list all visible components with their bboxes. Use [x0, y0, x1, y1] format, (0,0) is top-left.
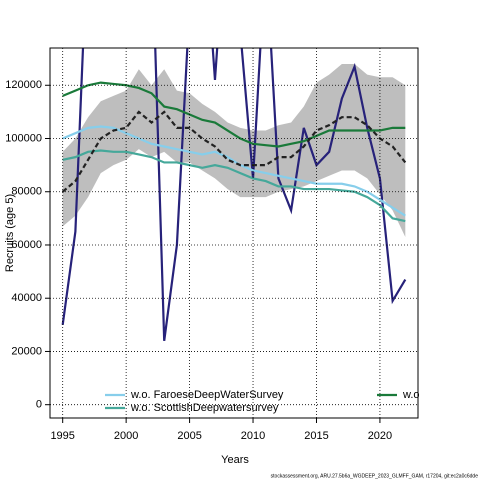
x-tick-label: 1995 [50, 430, 74, 442]
plot-area [61, 48, 407, 341]
x-axis-label: Years [221, 454, 249, 466]
series-line [61, 110, 407, 193]
series-line [61, 48, 407, 341]
footer: stockassessment.org, ARU.27.5b6a_WGDEEP_… [271, 473, 479, 479]
y-tick-label: 0 [36, 399, 42, 411]
confidence-band [62, 63, 406, 237]
series-line [62, 125, 406, 217]
y-tick-label: 40000 [11, 292, 42, 304]
series-line [62, 149, 406, 223]
legend-label: w.o. FaroeseDeepWaterSurvey [130, 389, 284, 401]
x-tick-label: 2010 [241, 430, 265, 442]
y-tick-label: 60000 [11, 239, 42, 251]
legend-label: w.o. ScottishDeepwatersurvey [130, 402, 279, 414]
y-tick-label: 20000 [11, 345, 42, 357]
plot-frame [49, 47, 419, 419]
y-axis-label: Recruits (age 5) [4, 194, 16, 272]
legend-label: w.o [402, 389, 420, 401]
x-tick-label: 2015 [304, 430, 328, 442]
y-tick-label: 120000 [5, 79, 42, 91]
y-tick-label: 100000 [5, 132, 42, 144]
y-tick-label: 80000 [11, 186, 42, 198]
x-tick-label: 2020 [368, 430, 392, 442]
series-line [62, 81, 406, 148]
x-tick-label: 2000 [114, 430, 138, 442]
x-tick-label: 2005 [177, 430, 201, 442]
